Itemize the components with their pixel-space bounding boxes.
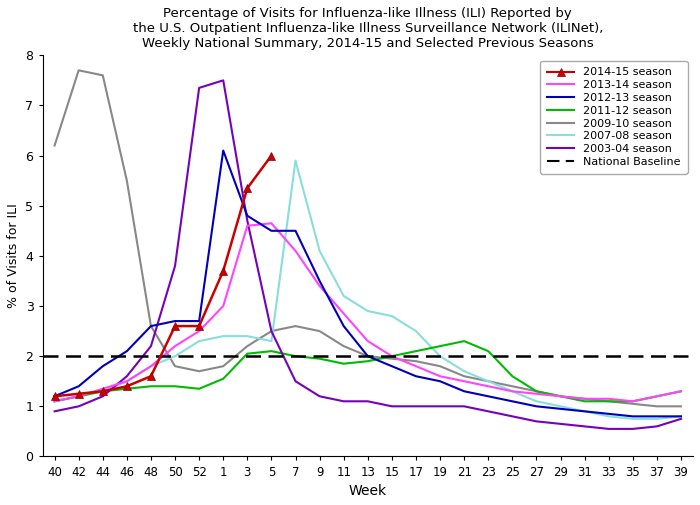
Y-axis label: % of Visits for ILI: % of Visits for ILI xyxy=(7,204,20,308)
Title: Percentage of Visits for Influenza-like Illness (ILI) Reported by
the U.S. Outpa: Percentage of Visits for Influenza-like … xyxy=(132,7,603,50)
Legend: 2014-15 season, 2013-14 season, 2012-13 season, 2011-12 season, 2009-10 season, : 2014-15 season, 2013-14 season, 2012-13 … xyxy=(540,61,687,174)
X-axis label: Week: Week xyxy=(349,484,387,498)
